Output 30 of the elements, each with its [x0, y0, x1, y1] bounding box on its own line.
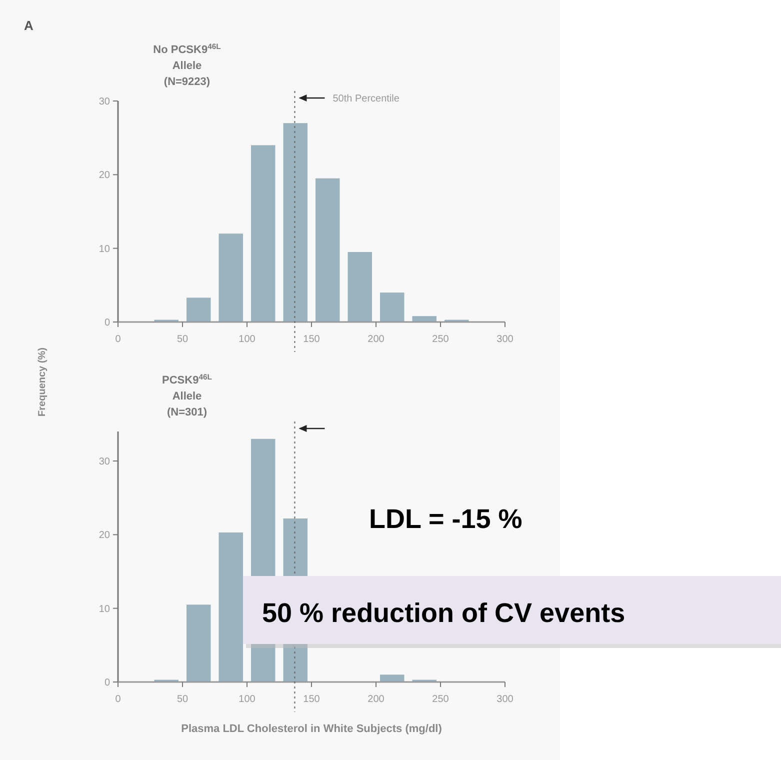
- x-tick-label: 100: [238, 694, 256, 705]
- x-tick-label: 100: [238, 334, 256, 345]
- y-tick-label: 10: [98, 604, 110, 615]
- x-tick-label: 150: [303, 694, 320, 705]
- x-tick-label: 150: [303, 334, 320, 345]
- y-tick-label: 20: [98, 170, 110, 182]
- x-axis-title: Plasma LDL Cholesterol in White Subjects (mg/dl): [181, 723, 442, 735]
- text: A: [24, 18, 34, 33]
- y-axis-title: Frequency (%): [37, 348, 48, 416]
- x-tick-label: 0: [115, 694, 122, 705]
- x-tick-label: 200: [368, 334, 385, 345]
- x-tick-label: 0: [115, 334, 122, 345]
- x-tick-label: 50: [176, 694, 188, 705]
- x-tick-label: 250: [432, 334, 450, 345]
- y-tick-label: 30: [98, 456, 110, 468]
- annotation: 50 % reduction of CV events: [262, 598, 626, 628]
- x-tick-label: 200: [368, 694, 385, 705]
- chart-title: PCSK9$^{46L}$ Allele (N=301): [162, 372, 212, 419]
- x-tick-label: 50: [176, 334, 188, 345]
- y-tick-label: 0: [104, 318, 110, 328]
- x-tick-label: 300: [496, 334, 514, 345]
- y-tick-label: 30: [98, 96, 110, 108]
- ref-line-label: 50th Percentile: [332, 94, 400, 104]
- y-tick-label: 0: [104, 678, 110, 688]
- y-tick-label: 10: [98, 244, 110, 255]
- chart-title: No PCSK9$^{46L}$ Allele (N=9223): [153, 42, 221, 88]
- x-tick-label: 250: [432, 694, 450, 705]
- y-tick-label: 20: [98, 530, 110, 542]
- annotation: LDL = -15 %: [369, 504, 522, 534]
- x-tick-label: 300: [496, 694, 514, 705]
